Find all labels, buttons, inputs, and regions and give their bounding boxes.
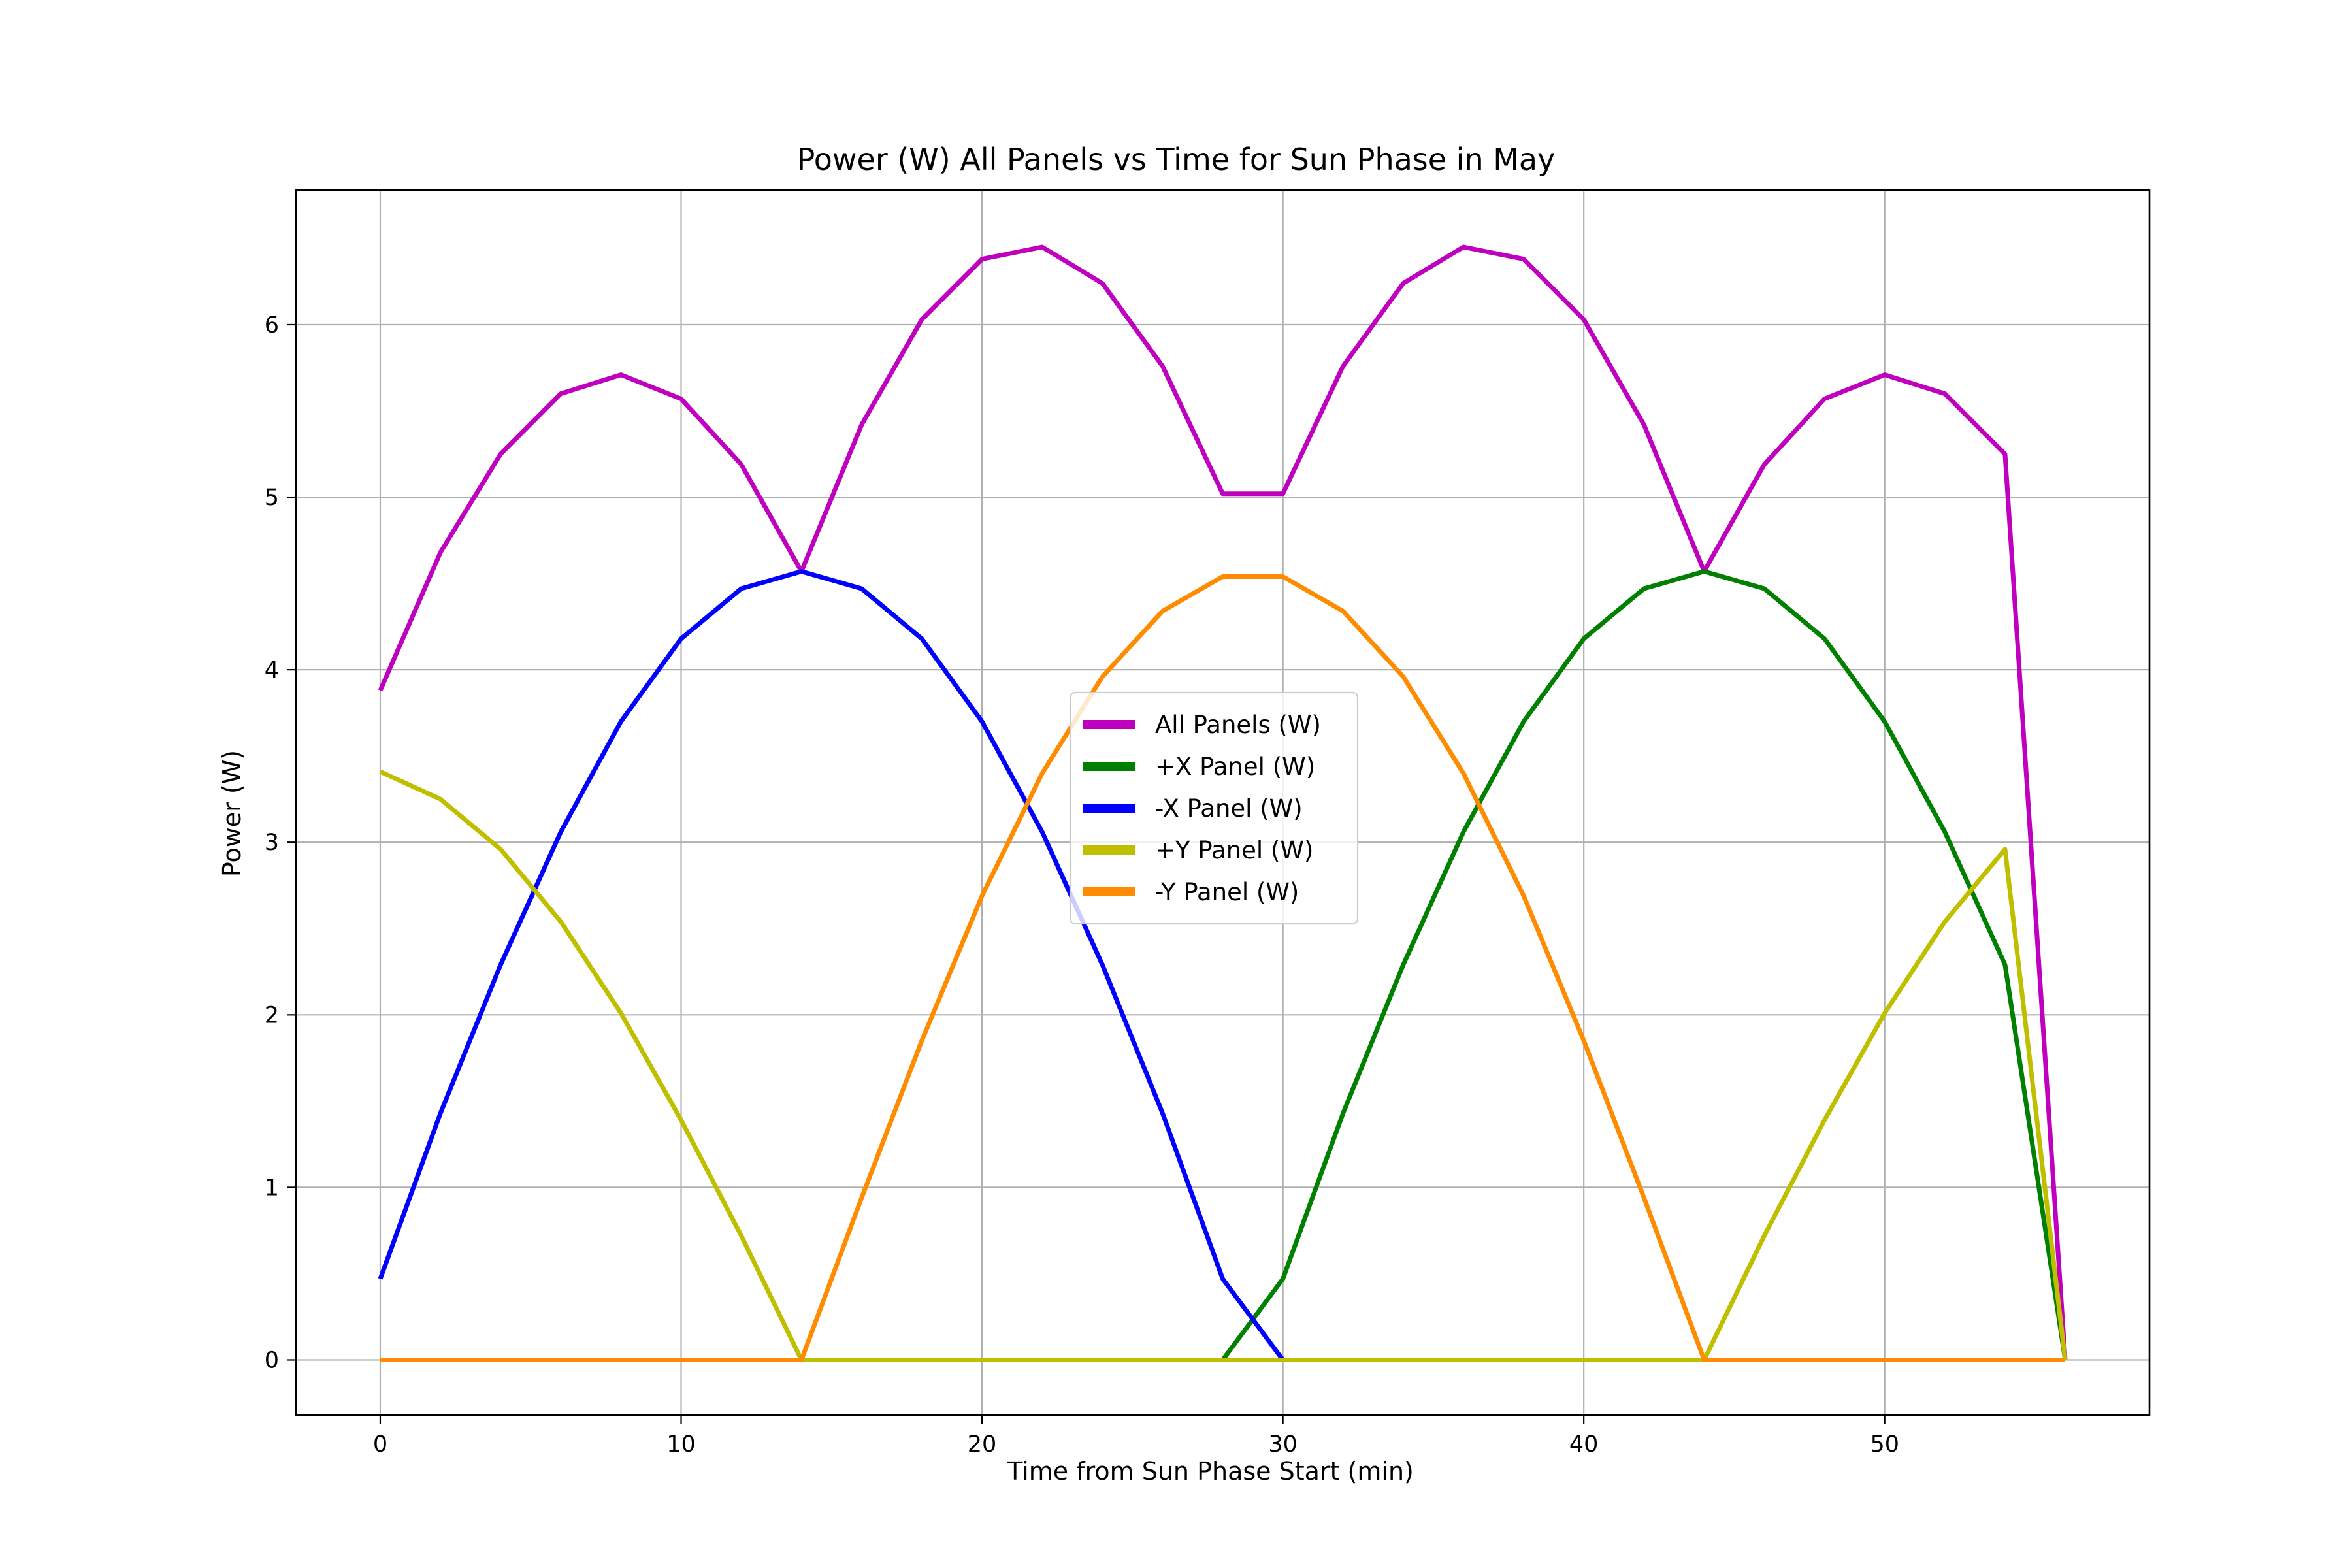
series-line-minus-x-panel — [378, 569, 1285, 1362]
y-tick-label: 3 — [265, 830, 279, 856]
legend-entry-label: -Y Panel (W) — [1155, 878, 1299, 906]
y-tick-label: 1 — [265, 1175, 279, 1201]
series-line-plusminus-y-panel — [379, 769, 2068, 1362]
y-tick-label: 2 — [265, 1002, 279, 1028]
x-tick-label: 40 — [1569, 1431, 1599, 1458]
legend-entry-label: -X Panel (W) — [1155, 794, 1303, 823]
legend-entry-label: +X Panel (W) — [1155, 753, 1315, 781]
legend-box — [1069, 691, 1359, 925]
series-layer — [378, 244, 2068, 1362]
x-tick-label: 50 — [1870, 1431, 1899, 1458]
x-tick-label: 20 — [968, 1431, 997, 1458]
x-tick-label: 10 — [666, 1431, 696, 1458]
y-tick-label: 4 — [265, 657, 279, 683]
axis-ticks: 0 10 20 30 40 50 0 1 2 3 4 5 6 — [265, 312, 1899, 1458]
legend: All Panels (W) +X Panel (W) -X Panel (W) +Y… — [1069, 691, 1359, 925]
chart-title: Power (W) All Panels vs Time for Sun Pha… — [797, 142, 1556, 177]
y-tick-label: 6 — [265, 312, 279, 338]
y-axis-label: Power (W) — [218, 750, 246, 877]
series-line-minus-y-panel — [380, 574, 2065, 1362]
legend-entry-label: All Panels (W) — [1155, 711, 1321, 739]
y-tick-label: 0 — [265, 1347, 279, 1373]
plot-area-frame — [295, 189, 2151, 1416]
x-tick-label: 30 — [1268, 1431, 1298, 1458]
x-axis-label: Time from Sun Phase Start (min) — [1007, 1457, 1414, 1486]
legend-entry-label: +Y Panel (W) — [1155, 836, 1313, 864]
y-tick-label: 5 — [265, 485, 279, 511]
series-line-all-panels — [378, 244, 2068, 1360]
x-tick-label: 0 — [373, 1431, 387, 1458]
